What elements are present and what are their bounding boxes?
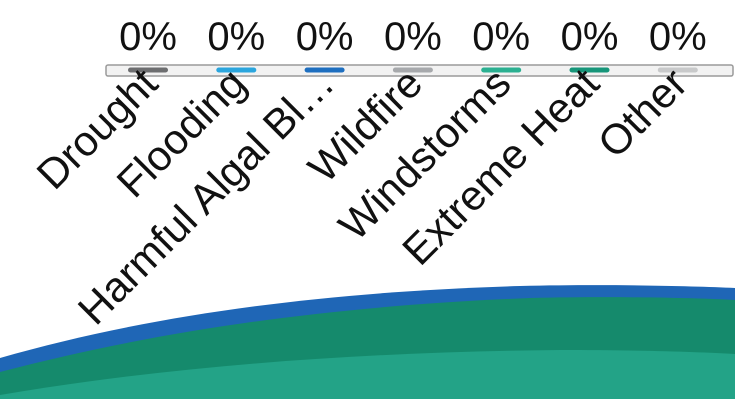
bar-windstorms [481,67,522,73]
bar-extreme-heat [569,67,610,73]
value-label-flooding: 0% [207,15,265,59]
wave-green-light-band [0,350,735,399]
value-label-drought: 0% [119,15,177,59]
value-label-other: 0% [649,15,707,59]
bar-other [657,67,698,73]
bar-drought [128,67,168,73]
value-label-harmful-algal-bl: 0% [296,15,354,59]
teal-wave-banner [0,285,735,399]
bar-wildfire [392,67,433,73]
value-labels-group: 0% 0% 0% 0% 0% 0% 0% [119,15,707,59]
bars-group [128,67,698,73]
value-label-windstorms: 0% [472,15,530,59]
value-label-extreme-heat: 0% [561,15,619,59]
value-label-wildfire: 0% [384,15,442,59]
bar-flooding [216,67,257,73]
bar-harmful-algal-bl [304,67,345,73]
